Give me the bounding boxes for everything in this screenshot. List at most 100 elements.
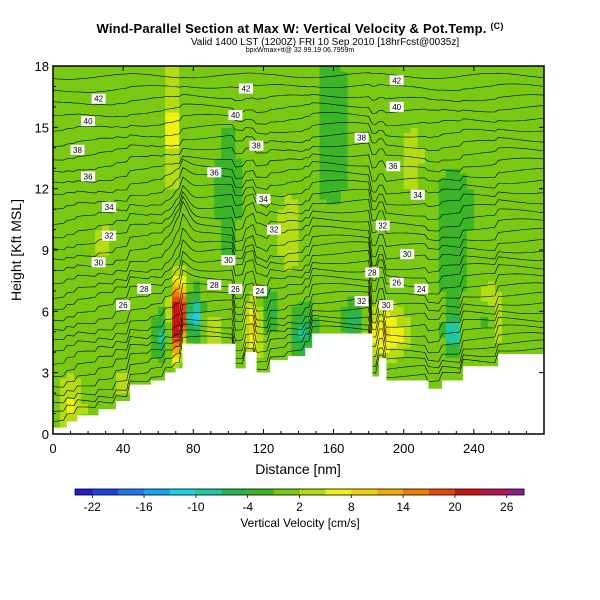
w-cell [53, 255, 61, 261]
w-cell [53, 239, 61, 246]
w-cell [375, 260, 384, 266]
w-cell [242, 239, 250, 246]
w-cell [242, 285, 250, 292]
w-cell [284, 285, 293, 292]
w-cell [116, 209, 124, 215]
w-cell [95, 112, 103, 118]
w-cell [333, 234, 342, 241]
w-cell [382, 198, 391, 205]
w-cell [81, 342, 89, 348]
w-cell [53, 316, 61, 323]
w-cell [501, 280, 510, 287]
w-cell [508, 147, 517, 154]
w-cell [200, 173, 208, 180]
w-cell [81, 204, 89, 210]
w-cell [116, 142, 124, 149]
w-cell [459, 76, 468, 82]
w-cell [382, 142, 391, 149]
w-cell [396, 173, 405, 180]
w-cell [508, 96, 517, 103]
w-cell [494, 66, 503, 72]
w-cell [116, 275, 124, 282]
w-cell [494, 275, 503, 282]
w-cell [347, 239, 356, 246]
w-cell [116, 106, 124, 113]
w-cell [375, 101, 384, 108]
w-cell [375, 76, 384, 82]
w-cell [508, 132, 517, 139]
w-cell [515, 112, 524, 118]
w-cell [270, 347, 279, 353]
w-cell [67, 229, 75, 236]
w-cell [88, 388, 96, 394]
w-cell [403, 244, 412, 251]
w-cell [501, 188, 510, 195]
w-cell [95, 285, 103, 292]
w-cell [396, 127, 405, 134]
w-cell [354, 66, 363, 72]
w-cell [228, 193, 236, 200]
w-cell [501, 137, 510, 144]
w-cell [277, 112, 286, 118]
w-cell [277, 96, 286, 103]
w-cell [270, 193, 279, 200]
w-cell [221, 91, 229, 98]
w-cell [53, 117, 61, 123]
w-cell [81, 280, 89, 287]
w-cell [165, 280, 173, 287]
w-cell [501, 331, 510, 338]
w-cell [165, 367, 173, 374]
w-cell [417, 372, 426, 379]
w-cell [214, 260, 222, 266]
w-cell [375, 137, 384, 144]
w-cell [165, 117, 173, 123]
w-cell [445, 183, 454, 190]
w-cell [354, 290, 363, 297]
w-cell [214, 76, 222, 82]
w-cell [389, 336, 398, 343]
w-cell [466, 224, 475, 231]
w-cell [382, 250, 391, 256]
w-cell [263, 301, 272, 307]
w-cell [501, 168, 510, 174]
w-cell [88, 209, 96, 215]
w-cell [277, 168, 286, 174]
w-cell [424, 367, 433, 374]
w-cell [235, 306, 243, 312]
w-cell [312, 173, 321, 180]
w-cell [221, 101, 229, 108]
w-cell [186, 158, 194, 164]
w-cell [291, 86, 300, 93]
w-cell [221, 239, 229, 246]
w-cell [382, 342, 391, 348]
w-cell [74, 403, 82, 410]
w-cell [165, 173, 173, 180]
w-cell [200, 81, 208, 88]
w-cell [340, 127, 349, 134]
w-cell [60, 255, 68, 261]
w-cell [151, 270, 159, 277]
w-cell [487, 275, 496, 282]
w-cell [137, 280, 145, 287]
w-cell [116, 96, 124, 103]
w-cell [473, 193, 482, 200]
w-cell [354, 71, 363, 77]
w-cell [403, 71, 412, 77]
w-cell [214, 209, 222, 215]
w-cell [67, 342, 75, 348]
w-cell [60, 398, 68, 404]
w-cell [501, 214, 510, 220]
w-cell [130, 117, 138, 123]
w-cell [263, 183, 272, 190]
w-cell [60, 321, 68, 328]
w-cell [53, 96, 61, 103]
w-cell [165, 255, 173, 261]
w-cell [165, 301, 173, 307]
w-cell [445, 152, 454, 159]
w-cell [67, 270, 75, 277]
w-cell [445, 321, 454, 328]
w-cell [158, 147, 166, 154]
w-cell [158, 127, 166, 134]
w-cell [452, 342, 461, 348]
w-cell [438, 168, 447, 174]
